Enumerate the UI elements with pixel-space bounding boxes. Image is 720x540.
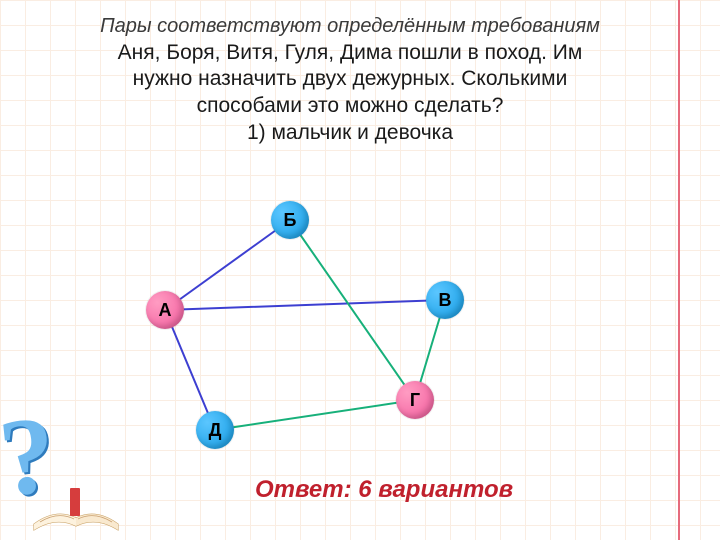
graph-node-B: Б [271,201,309,239]
slide: { "text": { "subtitle": "Пары соответств… [0,0,720,540]
open-book-icon [30,478,122,536]
body-line: способами это можно сделать? [30,93,670,120]
graph-node-D: Д [196,411,234,449]
body-line: 1) мальчик и девочка [30,120,670,147]
graph-node-G: Г [396,381,434,419]
body-line: нужно назначить двух дежурных. Сколькими [30,66,670,93]
graph-node-A: А [146,291,184,329]
subtitle: Пары соответствуют определённым требован… [30,14,670,40]
graph-node-V: В [426,281,464,319]
answer-text: Ответ: 6 вариантов [255,476,513,504]
notebook-margin-line [678,0,680,540]
problem-text: Пары соответствуют определённым требован… [30,14,670,147]
body-line: Аня, Боря, Витя, Гуля, Дима пошли в похо… [30,40,670,67]
